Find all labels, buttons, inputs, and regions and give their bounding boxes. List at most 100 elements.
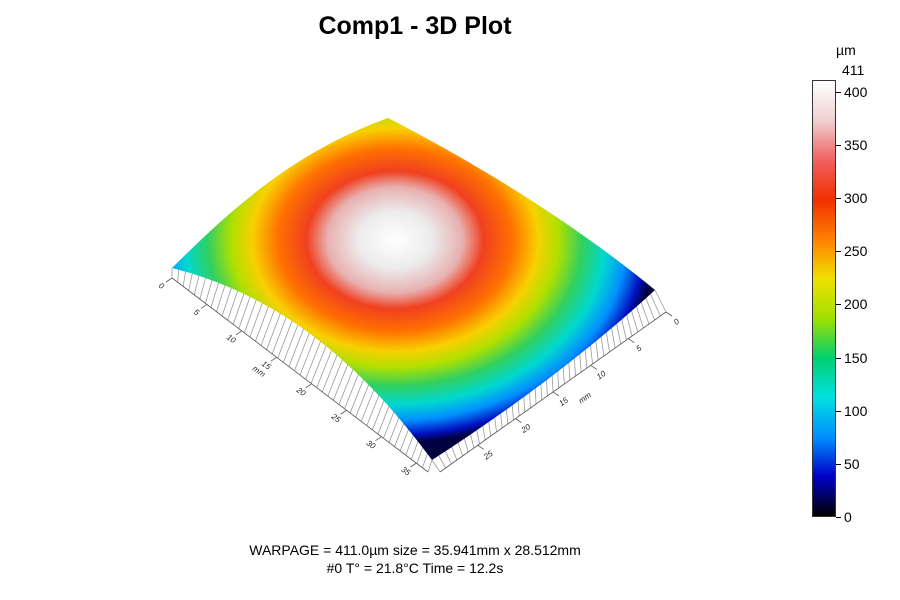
surface-stem [405,433,415,456]
y-axis-tick-label: 10 [595,369,608,382]
colorbar-tick-label: 400 [844,83,868,100]
x-axis-tick [200,304,208,309]
surface-stem [188,273,193,291]
surface-stem [640,300,650,325]
surface-stem [377,403,391,435]
measurement-info: #0 T° = 21.8°C Time = 12.2s [326,560,504,576]
x-axis-tick [270,357,277,362]
y-axis-tick [477,444,484,450]
colorbar-tick [836,463,841,465]
surface-stem [410,440,419,460]
surface-stem [199,277,207,300]
surface-stem [249,301,264,338]
colorbar-tick-label: 350 [844,136,868,153]
surface-stem [232,292,245,325]
surface-stem [327,356,344,397]
y-axis-tick-label: 0 [672,317,681,327]
colorbar-tick-label: 50 [844,455,860,472]
y-axis-tick [665,311,673,317]
surface-stem [416,446,424,464]
y-axis-tick [628,338,635,343]
colorbar-tick [836,251,841,253]
y-axis-line [439,311,667,473]
surface-stem [177,269,180,283]
surface-stem [333,361,350,401]
surface-stem [210,281,220,308]
surface-stem [388,415,401,443]
y-axis-tick [552,391,560,397]
surface-stem [456,440,463,457]
surface-stem [271,314,288,355]
colorbar-tick [836,517,841,518]
surface-stem [205,279,213,304]
surface-stem [450,445,458,461]
chart-title: Comp1 - 3D Plot [318,12,512,40]
colorbar [812,80,836,517]
surface-stem [266,311,282,350]
surface-stem [277,318,294,359]
colorbar-tick-label: 100 [844,402,868,419]
surface-stem [355,381,371,418]
surface-stem [344,371,360,409]
y-axis-label: mm [577,390,593,405]
surface-stem [221,286,233,317]
y-axis-tick [590,364,597,370]
x-axis-tick [375,436,382,442]
y-axis-tick [515,418,522,423]
surface-stem [182,271,187,287]
colorbar-max-label: 411 [842,62,865,78]
surface-stem [654,289,667,313]
surface-stem [422,453,428,468]
colorbar-tick-label: 150 [844,349,868,366]
colorbar-tick [836,198,841,200]
y-axis-tick-label: 20 [519,422,533,435]
surface-stem [305,338,322,380]
surface-stem [371,398,386,430]
colorbar-tick [836,144,841,146]
x-axis-line [171,277,429,473]
x-axis-tick-label: 5 [192,307,201,317]
colorbar-tick [836,410,841,412]
surface-stem [625,311,633,337]
surface-stem [238,295,252,329]
surface-stem [366,392,381,426]
surface-stem [282,322,300,363]
colorbar-tick-label: 250 [844,243,868,260]
colorbar-tick-label: 0 [844,509,852,525]
surface-stem [394,421,405,447]
surface-stem [216,284,226,312]
surface-mesh [172,118,655,460]
colorbar-tick [836,357,841,359]
surface-stem [321,351,339,393]
surface-stem [444,449,452,465]
surface-stem [630,307,639,333]
surface-stem [399,427,410,452]
surface-stem [193,275,200,295]
surface-stem [383,409,396,439]
surface-stem [635,304,644,329]
warpage-info: WARPAGE = 411.0µm size = 35.941mm x 28.5… [249,542,581,558]
colorbar-tick [836,91,841,93]
surface-stem [260,307,276,346]
x-axis-tick [410,462,417,468]
colorbar-tick-label: 300 [844,190,868,207]
surface-stem [427,459,433,473]
surface-stem [294,330,311,371]
surface-stems [171,268,667,473]
surface-stem [649,293,661,317]
x-axis-tick [305,383,312,389]
x-axis-tick-label: 0 [157,281,166,291]
surface-stem [243,298,258,333]
x-axis-tick [340,409,347,415]
x-axis-tick [165,277,173,283]
surface-stem [255,304,270,342]
surface-stem [288,326,305,367]
surface-stem [227,289,239,321]
surface-stem [431,459,441,473]
colorbar-unit: µm [836,42,856,58]
surface-stem [360,387,376,422]
surface-stem [299,334,317,376]
x-axis-tick-label: 25 [329,411,343,424]
colorbar-tick [836,304,841,306]
